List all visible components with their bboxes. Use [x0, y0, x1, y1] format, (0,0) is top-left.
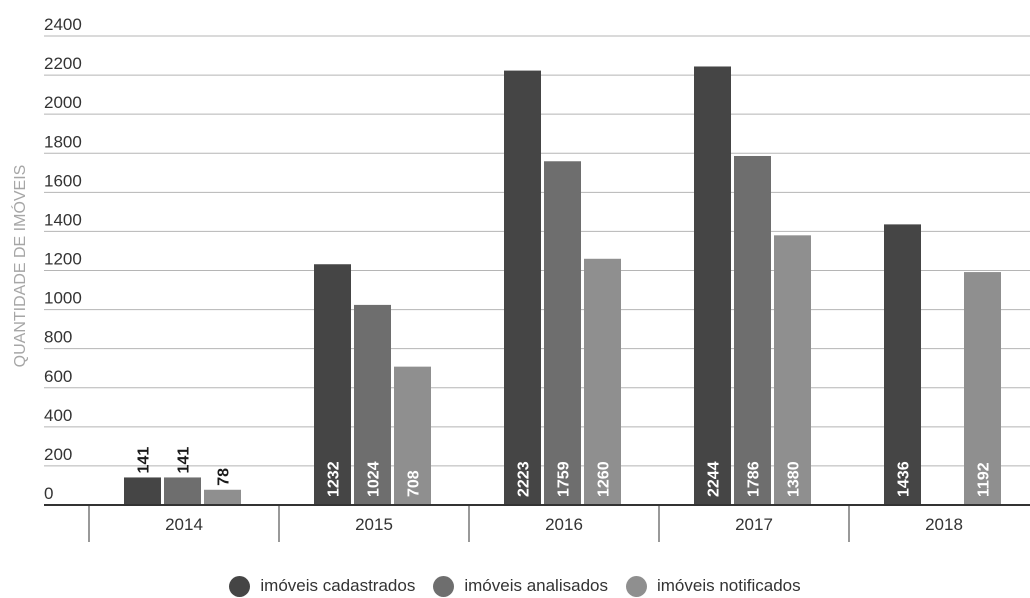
- x-tick-label: 2017: [735, 515, 773, 534]
- y-tick-label: 2200: [44, 54, 82, 73]
- legend-swatch-cadastrados: [229, 575, 251, 597]
- y-tick-label: 800: [44, 328, 72, 347]
- y-axis-ticks: 0 200 400 600 800 1000 1200 1400 1600 1800 2000 220…: [44, 15, 82, 503]
- x-tick-label: 2015: [355, 515, 393, 534]
- bar: [734, 155, 771, 505]
- bar-chart: 0 200 400 600 800 1000 1200 1400 1600 1800 2000 220…: [10, 15, 1030, 542]
- legend-item-notificados: imóveis notificados: [625, 575, 801, 597]
- bar-data-label: 2223: [516, 461, 533, 497]
- y-tick-label: 200: [44, 445, 72, 464]
- legend-label-notificados: imóveis notificados: [656, 576, 801, 595]
- legend-label-analisados: imóveis analisados: [464, 576, 608, 595]
- bar: [584, 258, 621, 505]
- y-tick-label: 1200: [44, 250, 82, 269]
- y-tick-label: 400: [44, 406, 72, 425]
- bar: [124, 477, 161, 505]
- legend-label-cadastrados: imóveis cadastrados: [260, 576, 416, 595]
- bar-data-label: 141: [176, 447, 193, 474]
- legend: imóveis cadastrados imóveis analisados i…: [0, 575, 1030, 597]
- y-tick-label: 0: [44, 484, 53, 503]
- bar-data-label: 1260: [596, 461, 613, 497]
- y-tick-label: 600: [44, 367, 72, 386]
- bars: [124, 66, 1001, 506]
- bar: [314, 264, 351, 505]
- x-tick-label: 2016: [545, 515, 583, 534]
- bar-data-label: 78: [216, 468, 233, 486]
- x-tick-label: 2014: [165, 515, 203, 534]
- bar: [964, 272, 1001, 505]
- bar: [204, 489, 241, 505]
- x-tick-label: 2018: [925, 515, 963, 534]
- legend-item-analisados: imóveis analisados: [433, 575, 608, 597]
- bar-data-label: 708: [406, 470, 423, 497]
- bar: [354, 304, 391, 505]
- bar: [504, 70, 541, 506]
- y-tick-label: 1000: [44, 289, 82, 308]
- y-tick-label: 2400: [44, 15, 82, 34]
- bar: [544, 161, 581, 505]
- legend-swatch-analisados: [433, 575, 455, 597]
- bar-data-label: 1232: [326, 461, 343, 497]
- legend-item-cadastrados: imóveis cadastrados: [229, 575, 416, 597]
- bar-data-label: 141: [136, 447, 153, 474]
- y-tick-label: 2000: [44, 93, 82, 112]
- y-tick-label: 1400: [44, 210, 82, 229]
- bar-data-labels: 141 1232 2223 2244 1436 141 1024 1759 1786 78 708 1…: [136, 447, 993, 497]
- bar-data-label: 1436: [896, 461, 913, 497]
- bar: [394, 366, 431, 505]
- bar: [774, 235, 811, 505]
- bar-data-label: 1786: [746, 461, 763, 497]
- y-tick-label: 1600: [44, 171, 82, 190]
- bar: [694, 66, 731, 506]
- bar-data-label: 1024: [366, 461, 383, 497]
- bar: [884, 224, 921, 506]
- bar-data-label: 1759: [556, 461, 573, 497]
- y-tick-label: 1800: [44, 132, 82, 151]
- x-axis: 2014 2015 2016 2017 2018: [44, 504, 1030, 542]
- y-axis-label: QUANTIDADE DE IMÓVEIS: [10, 165, 29, 368]
- bar-data-label: 2244: [706, 461, 723, 497]
- bar-data-label: 1380: [786, 461, 803, 497]
- bar-data-label: 1192: [976, 462, 993, 497]
- legend-swatch-notificados: [625, 575, 647, 597]
- bar: [164, 477, 201, 505]
